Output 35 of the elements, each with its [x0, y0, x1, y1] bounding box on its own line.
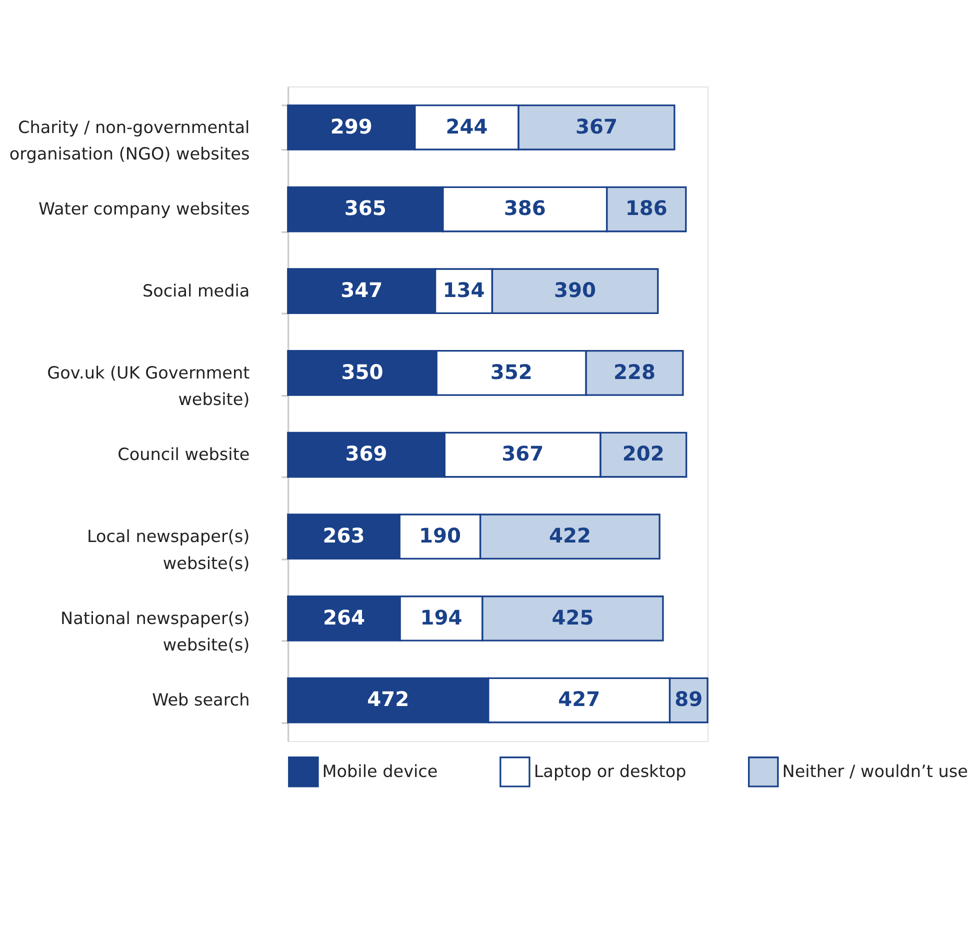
data-label: 134: [442, 278, 485, 302]
data-label: 425: [552, 605, 594, 630]
y-tick-label: Charity / non-governmental organisation (NGO) websites: [9, 116, 250, 164]
data-label: 263: [322, 523, 365, 548]
legend-label: Neither / wouldn’t use: [782, 760, 968, 781]
y-tick-label: Council website: [118, 444, 250, 464]
y-tick-label: Gov.uk (UK Government website): [47, 362, 250, 410]
data-label: 350: [341, 360, 384, 384]
y-tick-label: Water company websites: [38, 198, 250, 219]
data-label: 202: [622, 442, 664, 466]
data-label: 244: [446, 114, 488, 138]
legend-label: Laptop or desktop: [534, 760, 686, 781]
data-label: 190: [418, 523, 461, 548]
data-label: 89: [674, 687, 703, 712]
data-label: 427: [558, 687, 600, 712]
data-label: 299: [330, 114, 372, 138]
data-label: 367: [502, 442, 544, 466]
data-label: 352: [490, 360, 532, 384]
data-label: 365: [344, 196, 386, 220]
data-label: 194: [420, 605, 462, 630]
data-label: 422: [548, 523, 591, 548]
y-tick-label: Social media: [142, 280, 250, 301]
data-label: 347: [340, 278, 383, 302]
data-label: 472: [367, 687, 410, 712]
legend-label: Mobile device: [322, 760, 438, 781]
y-tick-label: Local newspaper(s) website(s): [86, 526, 250, 573]
data-label: 228: [614, 360, 656, 384]
data-label: 369: [345, 442, 388, 466]
data-label: 264: [322, 605, 365, 630]
data-label: 386: [504, 196, 546, 220]
y-tick-label: Web search: [152, 690, 250, 710]
data-label: 390: [554, 278, 596, 302]
data-label: 367: [575, 114, 618, 138]
y-tick-label: National newspaper(s) website(s): [60, 608, 250, 655]
data-label: 186: [625, 196, 668, 220]
